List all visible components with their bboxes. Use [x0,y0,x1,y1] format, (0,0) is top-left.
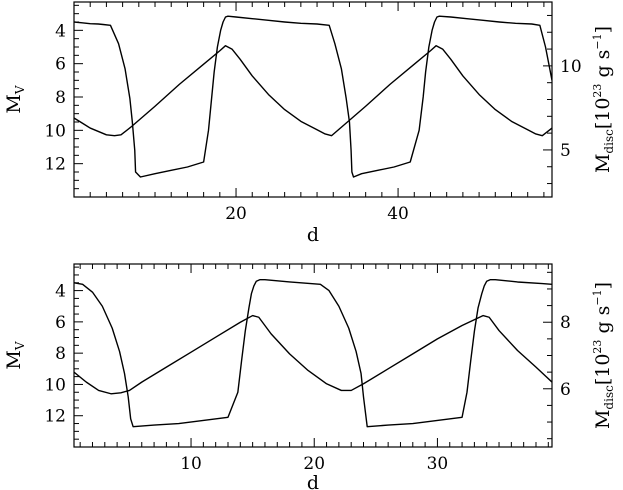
y-right-axis-label: Mdisc[1023 g s−1] [591,26,616,173]
y-right-label-bracket-open: [10 [592,354,614,386]
y-right-label-unit: g s [592,50,614,84]
y-right-tick-label: 6 [560,380,571,400]
x-tick-label: 10 [180,454,202,474]
x-tick-label: 20 [225,204,247,224]
y-right-label-exponent: 23 [591,340,604,354]
y-left-label-subscript: V [13,85,27,95]
x-axis-label: d [307,472,319,490]
disc-mass-curve [74,45,552,137]
y-left-tick-label: 8 [55,88,66,108]
x-tick-label: 20 [303,454,325,474]
magnitude-curve [74,15,552,178]
y-right-label-bracket-close: ] [592,26,614,33]
x-tick-label: 40 [387,204,409,224]
y-right-label-unit-exponent: −1 [591,33,604,49]
y-right-label-subscript: disc [602,129,616,154]
x-tick-label: 30 [427,454,449,474]
y-right-label-subscript: disc [602,385,616,410]
y-left-label-base: M [3,94,25,113]
y-left-tick-label: 8 [55,344,66,364]
y-left-tick-label: 12 [44,407,66,427]
y-left-tick-label: 10 [44,121,66,141]
y-left-tick-label: 6 [55,55,66,75]
y-left-axis-label: MV [3,341,27,369]
y-right-label-unit: g s [592,306,614,340]
y-right-label-bracket-open: [10 [592,98,614,130]
y-right-label-unit-exponent: −1 [591,289,604,305]
plot-frame [73,263,553,448]
y-right-tick-label: 10 [560,57,582,77]
magnitude-curve [74,278,552,428]
y-right-tick-label: 5 [560,141,571,161]
y-left-tick-label: 4 [55,21,66,41]
y-left-label-base: M [3,350,25,369]
y-left-tick-label: 10 [44,375,66,395]
y-right-label-exponent: 23 [591,84,604,98]
y-right-axis-label: Mdisc[1023 g s−1] [591,282,616,429]
plot-frame [73,1,553,198]
y-left-tick-label: 4 [55,282,66,302]
y-right-label-base: M [592,410,614,429]
y-left-axis-label: MV [3,85,27,113]
y-right-label-base: M [592,154,614,173]
y-left-label-subscript: V [13,341,27,351]
x-axis-label: d [307,224,319,246]
y-right-tick-label: 8 [560,313,571,333]
y-right-label-bracket-close: ] [592,282,614,289]
y-left-tick-label: 6 [55,313,66,333]
y-left-tick-label: 12 [44,155,66,175]
disc-mass-curve [74,314,552,395]
